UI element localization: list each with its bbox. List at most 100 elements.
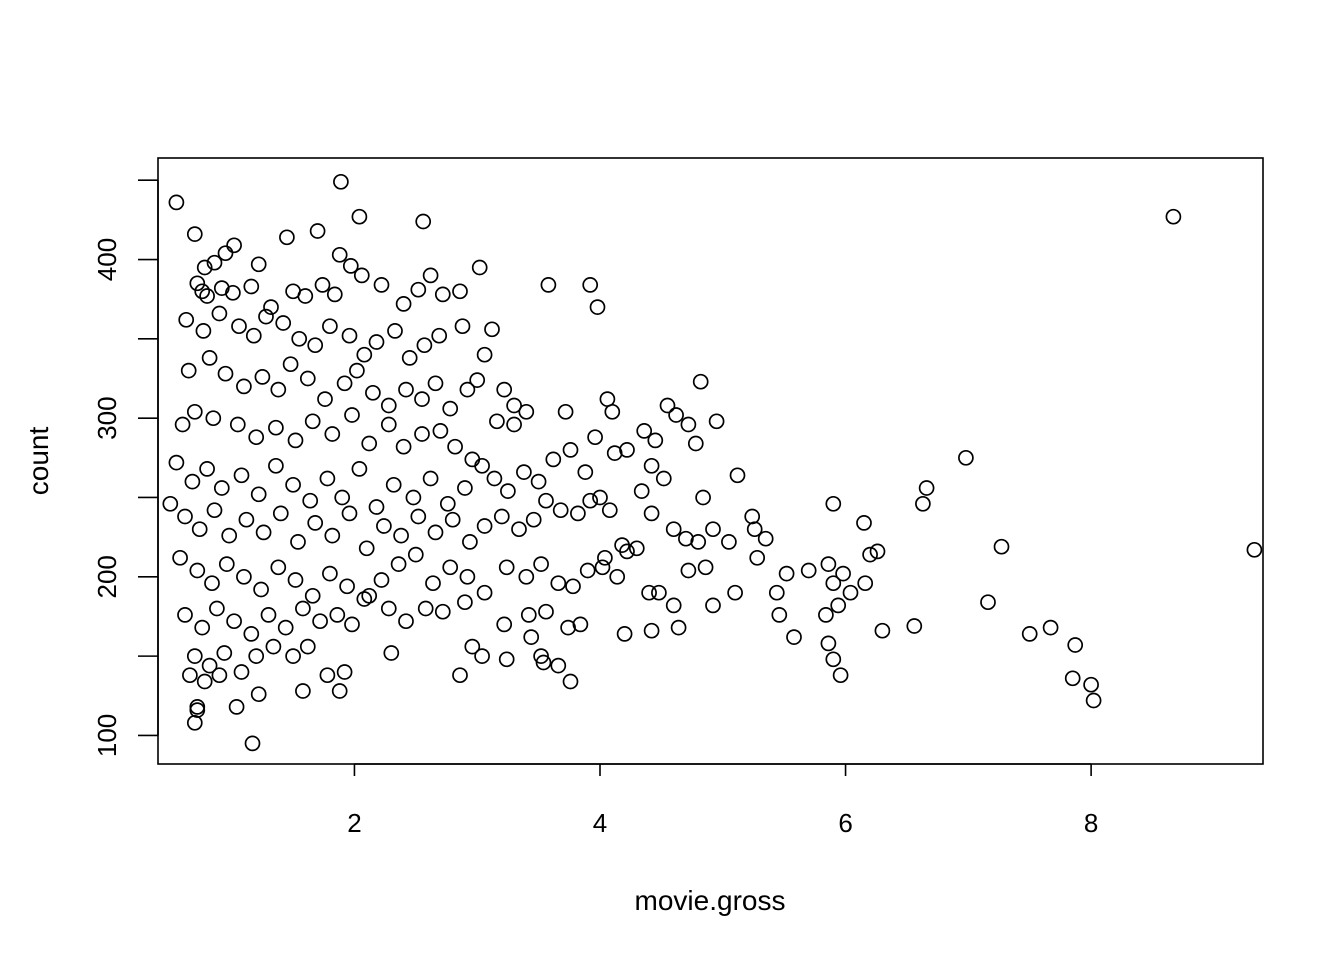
data-point	[401, 350, 418, 366]
data-point	[233, 467, 250, 484]
data-point	[680, 562, 697, 579]
data-point	[659, 397, 676, 414]
data-point	[749, 549, 766, 566]
data-point	[225, 284, 241, 301]
data-point	[331, 683, 348, 699]
data-point	[592, 489, 608, 506]
data-point	[535, 654, 552, 671]
data-point	[599, 391, 616, 407]
data-point	[1021, 626, 1038, 642]
data-point	[496, 616, 513, 633]
data-point	[216, 645, 233, 661]
data-point	[319, 667, 336, 684]
data-point	[633, 483, 650, 499]
data-point	[336, 664, 353, 680]
data-point	[182, 667, 198, 684]
data-point	[538, 492, 554, 509]
data-point	[407, 546, 424, 563]
data-point	[194, 619, 211, 636]
data-point	[820, 556, 837, 572]
data-point	[196, 259, 213, 276]
data-point	[333, 173, 349, 190]
data-point	[641, 584, 657, 601]
data-point	[452, 667, 468, 684]
data-point	[226, 237, 242, 254]
data-point	[643, 622, 660, 639]
data-point	[786, 629, 802, 645]
data-point	[538, 603, 554, 620]
data-point	[427, 524, 444, 541]
data-point	[168, 454, 185, 471]
data-point	[552, 502, 569, 519]
data-point	[825, 651, 842, 668]
data-point	[304, 413, 321, 430]
data-point	[380, 600, 397, 617]
data-point	[177, 508, 193, 525]
data-point	[233, 664, 250, 680]
data-point	[506, 416, 522, 433]
data-point	[695, 489, 711, 506]
data-point	[498, 559, 515, 576]
data-point	[206, 254, 223, 271]
data-point	[415, 213, 432, 230]
data-point	[842, 584, 859, 601]
data-point	[668, 407, 684, 423]
data-point	[577, 464, 594, 480]
data-point	[236, 568, 252, 585]
data-point	[307, 515, 324, 531]
data-point	[279, 229, 295, 246]
data-point	[180, 362, 197, 379]
data-point	[275, 315, 292, 331]
data-point	[312, 613, 328, 630]
data-point	[317, 391, 333, 407]
data-point	[476, 518, 493, 534]
data-point	[1085, 692, 1102, 709]
data-point	[331, 246, 348, 263]
data-point	[319, 470, 336, 487]
data-point	[459, 381, 476, 398]
data-point	[457, 480, 473, 496]
data-point	[211, 305, 228, 322]
data-point	[474, 648, 490, 664]
y-axis-title: count	[23, 427, 54, 496]
data-point	[250, 486, 267, 503]
data-point	[356, 346, 373, 363]
data-point	[258, 308, 274, 325]
data-point	[597, 549, 613, 566]
data-point	[643, 457, 660, 474]
data-point	[705, 597, 721, 614]
data-point	[341, 327, 358, 344]
data-point	[199, 461, 215, 477]
data-point	[380, 416, 397, 433]
data-point	[484, 321, 500, 338]
data-point	[287, 432, 304, 449]
data-point	[721, 534, 737, 550]
data-point	[218, 556, 235, 572]
data-point	[162, 495, 179, 512]
data-point	[297, 288, 314, 304]
data-point	[417, 600, 434, 617]
data-point	[582, 277, 599, 293]
data-point	[452, 283, 468, 300]
data-point	[410, 508, 427, 525]
data-point	[277, 619, 294, 636]
data-point	[518, 403, 535, 420]
data-point	[906, 618, 923, 634]
data-point	[687, 435, 704, 452]
x-tick-label: 2	[347, 808, 361, 838]
data-point	[248, 429, 265, 446]
data-point	[238, 511, 255, 528]
data-point	[351, 208, 368, 225]
data-point	[582, 492, 599, 509]
data-point	[616, 626, 633, 642]
data-point	[295, 683, 311, 699]
data-point	[980, 594, 996, 611]
data-point	[425, 575, 441, 592]
x-tick-label: 8	[1084, 808, 1098, 838]
data-point	[217, 365, 234, 382]
data-point	[778, 565, 795, 582]
data-point	[326, 286, 343, 303]
data-point	[201, 350, 218, 366]
data-point	[186, 403, 203, 420]
data-point	[619, 543, 635, 560]
